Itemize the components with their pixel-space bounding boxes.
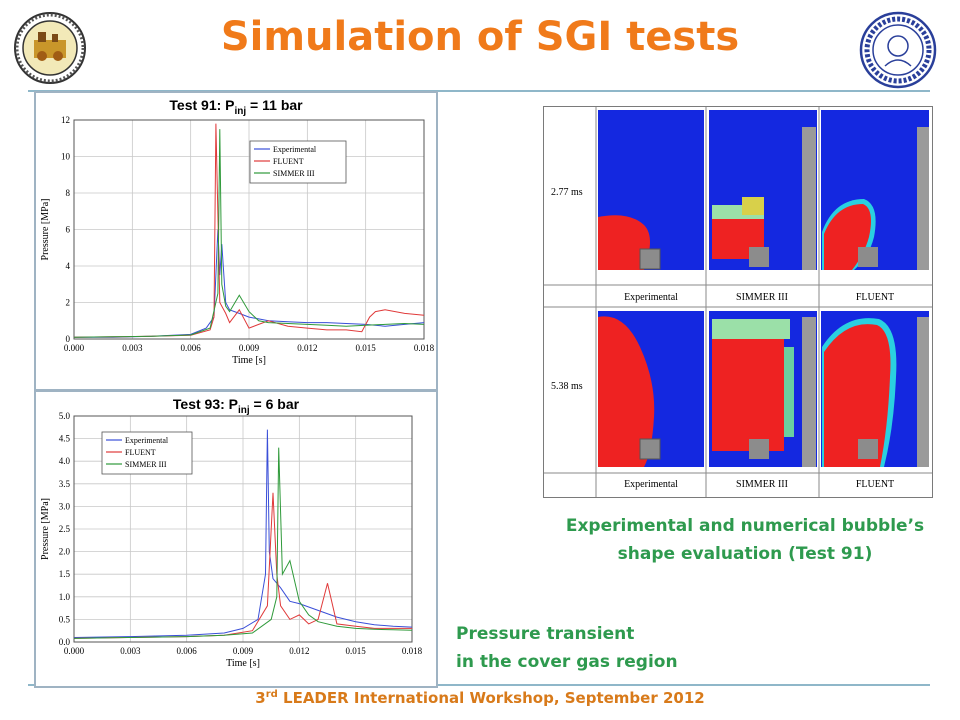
pressure-caption: Pressure transient in the cover gas regi… (456, 620, 678, 676)
series-line-fluent (73, 123, 425, 338)
legend-label: FLUENT (273, 157, 304, 166)
slide-title: Simulation of SGI tests (220, 14, 740, 60)
x-axis-label: Time [s] (226, 658, 260, 669)
footer: 3rd LEADER International Workshop, Septe… (255, 689, 705, 707)
col-label-fluent-2: FLUENT (856, 479, 894, 490)
bubble-experimental-538 (598, 311, 704, 467)
chart-title: Test 91: Pinj = 11 bar (169, 97, 303, 117)
y-axis-label: Pressure [MPa] (40, 498, 51, 560)
bubble-simmer-277 (709, 110, 817, 270)
x-tick-label: 0.006 (181, 343, 202, 353)
x-tick-label: 0.015 (346, 646, 367, 656)
y-tick-label: 1.0 (59, 592, 71, 602)
x-tick-label: 0.012 (297, 343, 317, 353)
bubble-shape-figure: 2.77 ms 5.38 ms Experimental SIMMER III … (543, 106, 933, 498)
y-tick-label: 4.0 (59, 456, 71, 466)
legend-label: FLUENT (125, 448, 156, 457)
col-label-experimental-1: Experimental (624, 292, 678, 303)
x-tick-label: 0.012 (289, 646, 309, 656)
y-tick-label: 8 (66, 188, 71, 198)
y-tick-label: 2.5 (59, 524, 71, 534)
y-tick-label: 3.5 (59, 479, 71, 489)
legend-label: Experimental (273, 145, 317, 154)
plot-frame (73, 119, 425, 340)
y-tick-label: 10 (61, 152, 71, 162)
y-tick-label: 3.0 (59, 501, 71, 511)
chart-title: Test 93: Pinj = 6 bar (172, 396, 300, 416)
row-label-1: 2.77 ms (551, 187, 583, 198)
plot-frame (73, 415, 413, 643)
y-tick-label: 0 (66, 334, 71, 344)
chart-test-93-panel: Test 93: Pinj = 6 bar 0.0 0.5 1.0 1.5 2.0 2.5… (34, 390, 438, 688)
x-tick-label: 0.009 (233, 646, 254, 656)
pressure-caption-line-2: in the cover gas region (456, 652, 678, 672)
y-tick-label: 5.0 (59, 411, 71, 421)
x-tick-label: 0.006 (177, 646, 198, 656)
x-tick-label: 0.009 (239, 343, 260, 353)
bubble-simmer-538 (709, 311, 817, 467)
x-tick-label: 0.003 (122, 343, 143, 353)
col-label-simmer-1: SIMMER III (736, 292, 788, 303)
legend-box (101, 431, 193, 475)
series-line-simmer-iii (73, 447, 413, 639)
bottom-divider (28, 684, 930, 686)
y-tick-label: 2 (66, 298, 71, 308)
legend-label: SIMMER III (273, 169, 315, 178)
enea-seal-icon (12, 10, 88, 86)
x-tick-label: 0.000 (64, 343, 85, 353)
y-tick-label: 0.0 (59, 637, 71, 647)
y-axis-label: Pressure [MPa] (40, 199, 51, 261)
y-tick-label: 6 (66, 225, 71, 235)
series-line-experimental (74, 229, 425, 338)
series-line-simmer-iii (73, 129, 425, 338)
university-seal-icon (855, 10, 941, 90)
pressure-caption-line-1: Pressure transient (456, 624, 635, 644)
col-label-experimental-2: Experimental (624, 479, 678, 490)
bubble-fluent-277 (821, 110, 929, 270)
bubble-fluent-538 (821, 311, 929, 467)
y-tick-label: 2.0 (59, 547, 71, 557)
chart-test-91-panel: Test 91: Pinj = 11 bar 0 2 4 6 8 10 12 0.000 0.0… (34, 91, 438, 391)
y-tick-label: 0.5 (59, 614, 71, 624)
x-tick-label: 0.018 (414, 343, 435, 353)
col-label-fluent-1: FLUENT (856, 292, 894, 303)
legend-box (249, 140, 347, 184)
pressure-chart-test-93: 0.0 0.5 1.0 1.5 2.0 2.5 3.0 3.5 4.0 4.5 5.0 0.000 0.… (40, 411, 423, 669)
bubble-caption-line-1: Experimental and numerical bubble’s (565, 516, 925, 536)
bubble-experimental-277 (598, 110, 704, 270)
legend-label: Experimental (125, 436, 169, 445)
series-line-experimental (73, 429, 413, 638)
col-label-simmer-2: SIMMER III (736, 479, 788, 490)
legend-label: SIMMER III (125, 460, 167, 469)
bubble-caption-line-2: shape evaluation (Test 91) (617, 544, 873, 564)
bubble-caption: Experimental and numerical bubble’s shap… (540, 512, 950, 568)
y-tick-label: 1.5 (59, 569, 71, 579)
x-axis-label: Time [s] (232, 355, 266, 366)
top-divider (28, 90, 930, 92)
y-tick-label: 4 (66, 261, 71, 271)
x-tick-label: 0.018 (402, 646, 423, 656)
row-label-2: 5.38 ms (551, 381, 583, 392)
y-tick-label: 12 (61, 115, 70, 125)
pressure-chart-test-91: 0 2 4 6 8 10 12 0.000 0.003 0.006 0.009 0.012 0.015 0… (40, 115, 435, 366)
y-tick-label: 4.5 (59, 434, 71, 444)
x-tick-label: 0.015 (356, 343, 377, 353)
x-tick-label: 0.003 (120, 646, 141, 656)
x-tick-label: 0.000 (64, 646, 85, 656)
